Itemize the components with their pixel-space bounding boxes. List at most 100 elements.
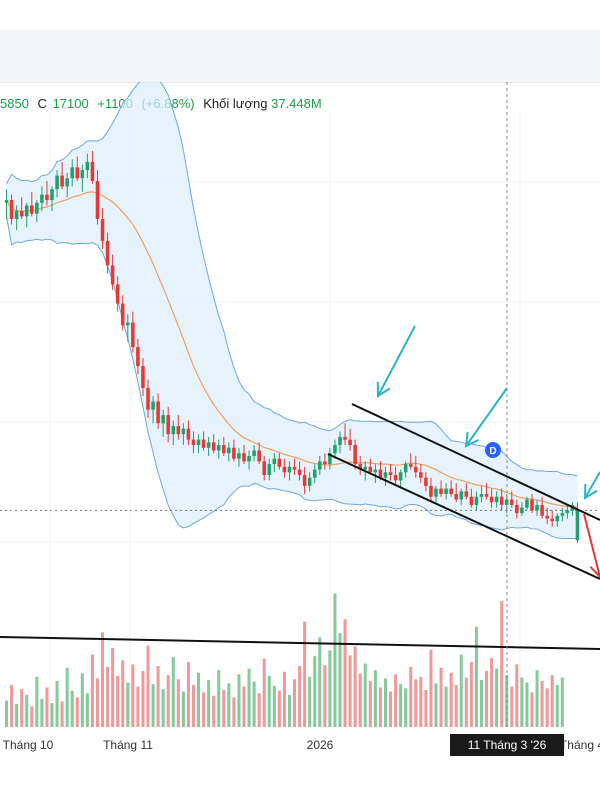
volume-bar [191, 685, 195, 727]
volume-bar [520, 677, 524, 727]
volume-bar [252, 681, 256, 727]
candle-body [408, 464, 413, 467]
volume-bar [429, 649, 433, 727]
candle-body [14, 210, 19, 220]
candle-body [141, 366, 145, 388]
candle-body [201, 439, 206, 448]
chart-toolbar [0, 30, 600, 83]
volume-bar [25, 694, 29, 727]
candle-body [126, 322, 130, 326]
candle-body [550, 518, 554, 522]
candle-body [131, 322, 135, 348]
projection-arrow [583, 513, 600, 578]
volume-bar [181, 691, 185, 727]
candle-body [105, 240, 110, 266]
volume-bar [176, 679, 180, 727]
candle-body [171, 426, 176, 435]
candle-body [429, 485, 433, 497]
x-tick-label: Tháng 11 [103, 738, 153, 752]
candle-body [161, 415, 165, 424]
volume-bar [10, 685, 14, 727]
candle-body [424, 477, 428, 486]
candle-body [499, 496, 504, 505]
volume-bar [404, 688, 408, 727]
chart-grid [0, 112, 600, 742]
volume-bar [389, 691, 393, 727]
projection-arrow-head [589, 566, 600, 579]
price-chart[interactable]: D Tháng 10 Tháng 11 2026 Tháng 4 11 Tháng 3 … [0, 82, 600, 800]
volume-bar [353, 646, 357, 727]
candle-body [454, 494, 458, 500]
volume-bar [318, 637, 322, 727]
volume-bar [464, 677, 468, 727]
volume-bar [383, 678, 387, 727]
candle-body [373, 469, 378, 473]
candle-body [560, 513, 565, 516]
candle-body [95, 181, 100, 220]
top-band [0, 0, 600, 30]
volume-bar [424, 689, 428, 727]
volume-bar [378, 687, 382, 727]
volume-bar [15, 703, 19, 727]
volume-bar [444, 686, 448, 727]
candle-body [333, 445, 337, 454]
volume-bar [459, 654, 463, 727]
volume-bar [40, 699, 44, 727]
volume-bar [560, 677, 564, 727]
candle-body [459, 491, 464, 500]
volume-bar [90, 654, 94, 727]
annotations [0, 325, 600, 650]
candle-body [115, 284, 120, 304]
candle-body [252, 450, 256, 456]
volume-bar [60, 701, 64, 727]
volume-bar [495, 668, 499, 727]
volume-bar [287, 694, 291, 727]
candle-body [191, 439, 196, 446]
candle-body [222, 445, 226, 454]
x-axis: Tháng 10 Tháng 11 2026 Tháng 4 11 Tháng 3 '2… [0, 730, 600, 758]
volume-bar [348, 655, 352, 727]
candle-body [257, 450, 261, 462]
candle-body [414, 466, 418, 473]
volume-bar [131, 664, 135, 727]
candle-body [530, 499, 534, 511]
volume-bar [55, 680, 59, 727]
volume-bars [5, 593, 564, 727]
annotation-arrow-head [583, 483, 598, 500]
candle-body [216, 445, 221, 451]
volume-bar [262, 658, 266, 727]
event-marker: D [485, 442, 501, 458]
volume-bar [111, 647, 115, 727]
annotation-arrow [465, 387, 508, 447]
volume-bar [95, 678, 99, 727]
candle-body [282, 466, 287, 473]
volume-bar [485, 671, 489, 727]
channel-upper-line [351, 403, 600, 521]
candle-body [449, 488, 453, 495]
volume-bar [282, 671, 286, 727]
candle-body [474, 496, 479, 505]
annotation-arrow-head [376, 381, 391, 398]
volume-bar [419, 676, 423, 727]
candle-body [35, 202, 39, 214]
volume-bar [106, 666, 110, 727]
volume-bar [70, 690, 74, 727]
candle-body [287, 466, 292, 473]
candle-body [535, 504, 539, 511]
candle-body [9, 200, 14, 220]
volume-bar [247, 668, 251, 727]
candle-body [343, 436, 347, 440]
volume-bar [338, 633, 342, 727]
volume-bar [202, 692, 206, 727]
candle-body [393, 475, 398, 481]
candle-body [211, 442, 216, 451]
close-label: C [37, 96, 47, 111]
volume-bar [277, 690, 281, 727]
volume-bar [45, 687, 49, 727]
candle-body [40, 194, 44, 203]
candle-body [237, 453, 241, 459]
volume-bar [227, 683, 231, 727]
candle-body [181, 428, 186, 435]
volume-bar [80, 673, 84, 727]
candle-body [525, 499, 529, 508]
